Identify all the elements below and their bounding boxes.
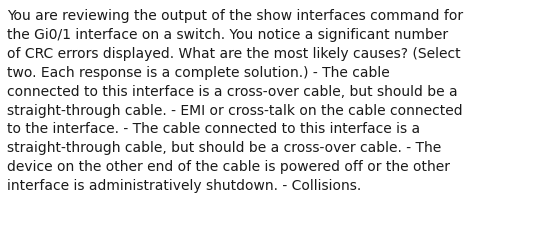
- Text: You are reviewing the output of the show interfaces command for
the Gi0/1 interf: You are reviewing the output of the show…: [7, 9, 463, 192]
